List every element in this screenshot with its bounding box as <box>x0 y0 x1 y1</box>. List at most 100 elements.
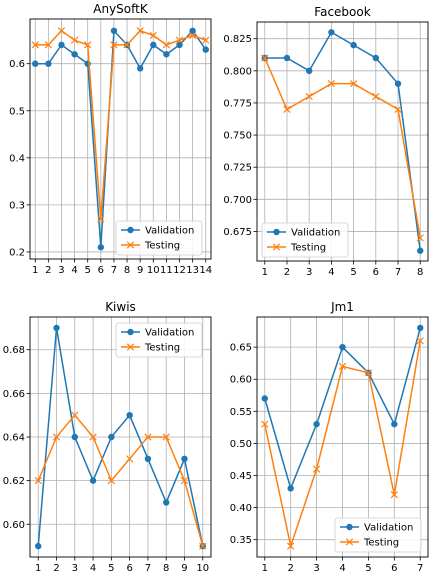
x-tick-label: 1 <box>262 267 268 278</box>
x-tick-label: 5 <box>108 563 114 574</box>
data-point <box>31 41 39 49</box>
data-point <box>123 41 131 49</box>
plot-frame <box>256 21 429 262</box>
y-tick-label: 0.66 <box>3 389 25 400</box>
y-tick-label: 0.825 <box>223 34 252 45</box>
legend: Validation Testing <box>261 222 349 258</box>
series-validation <box>32 27 209 251</box>
data-point <box>417 247 424 254</box>
data-point <box>391 420 398 428</box>
x-tick-label: 1 <box>35 563 41 574</box>
x-tick-label: 8 <box>124 265 130 276</box>
series-testing <box>31 27 210 223</box>
y-tick-label: 0.700 <box>223 195 252 206</box>
x-tick-label: 6 <box>391 563 397 574</box>
y-tick-label: 0.5 <box>9 106 25 117</box>
data-point <box>71 51 78 58</box>
x-tick-label: 9 <box>181 563 187 574</box>
x-tick-label: 8 <box>417 267 423 278</box>
data-point <box>305 67 313 75</box>
series-line <box>264 31 421 251</box>
x-tick-label: 7 <box>111 265 117 276</box>
data-point <box>175 36 184 44</box>
y-tick-label: 0.64 <box>3 433 25 444</box>
chart-title: Kiwis <box>105 300 136 314</box>
legend-marker <box>272 243 281 251</box>
x-tick-label: 4 <box>71 265 77 276</box>
legend-marker <box>346 523 353 531</box>
data-point <box>34 477 42 485</box>
data-point <box>52 433 61 441</box>
y-tick-label: 0.62 <box>3 476 25 487</box>
legend-marker <box>345 538 354 546</box>
x-tick-label: 6 <box>98 265 104 276</box>
y-tick-label: 0.725 <box>223 163 252 174</box>
data-point <box>283 54 291 62</box>
x-tick-label: 4 <box>328 267 334 278</box>
x-tick-label: 6 <box>126 563 132 574</box>
legend-marker <box>127 328 134 336</box>
series-line <box>264 57 421 238</box>
x-tick-label: 7 <box>145 563 151 574</box>
chart-title: AnySoftK <box>93 2 149 16</box>
legend-label: Validation <box>145 226 194 237</box>
y-tick-label: 0.50 <box>230 439 252 450</box>
data-point <box>176 41 183 49</box>
x-tick-label: 4 <box>90 563 96 574</box>
data-point <box>126 455 134 463</box>
data-point <box>149 31 157 40</box>
data-point <box>394 105 402 114</box>
series-testing <box>34 411 207 550</box>
legend-marker <box>126 241 135 249</box>
y-tick-label: 0.3 <box>9 200 25 211</box>
legend-label: Testing <box>144 343 180 354</box>
legend-label: Testing <box>144 241 180 252</box>
data-point <box>338 362 347 371</box>
x-tick-label: 6 <box>373 267 379 278</box>
data-point <box>180 477 189 485</box>
data-point <box>57 27 66 35</box>
x-tick-label: 3 <box>58 265 64 276</box>
subplot-3: Jm1 1 2 3 4 5 6 7 0.35 0.40 0.45 0.50 0.55 0.60 0.65 Va… <box>230 300 429 574</box>
chart-title: Facebook <box>314 5 370 19</box>
data-point <box>144 455 152 463</box>
data-point <box>70 36 79 44</box>
y-tick-label: 0.800 <box>223 66 252 77</box>
y-tick-label: 0.675 <box>223 227 252 238</box>
x-tick-label: 2 <box>53 563 59 574</box>
series-line <box>37 414 204 547</box>
legend-label: Testing <box>290 243 326 254</box>
data-point <box>136 65 144 72</box>
x-tick-label: 5 <box>85 265 91 276</box>
data-point <box>181 455 188 463</box>
data-point <box>53 324 60 332</box>
x-tick-label: 10 <box>196 563 209 574</box>
legend: Validation Testing <box>115 322 203 358</box>
data-point <box>71 411 79 419</box>
data-point <box>364 369 373 377</box>
data-point <box>261 395 268 402</box>
data-point <box>163 499 170 506</box>
data-point <box>150 41 157 49</box>
x-tick-label: 4 <box>339 563 345 574</box>
x-tick-label: 9 <box>137 265 143 276</box>
y-tick-label: 0.55 <box>230 407 252 418</box>
data-point <box>189 27 196 34</box>
x-tick-label: 1 <box>32 265 38 276</box>
data-point <box>107 477 115 485</box>
legend-label: Validation <box>291 228 340 239</box>
data-point <box>189 31 197 40</box>
data-point <box>97 244 105 251</box>
data-point <box>372 92 380 101</box>
data-point <box>287 485 294 492</box>
x-tick-label: 2 <box>284 267 290 278</box>
x-tick-label: 11 <box>160 265 173 276</box>
series-line <box>37 327 204 547</box>
legend-label: Testing <box>363 538 399 549</box>
data-point <box>162 41 171 49</box>
legend: Validation Testing <box>115 220 203 256</box>
x-tick-label: 13 <box>186 265 199 276</box>
data-point <box>97 215 105 223</box>
data-point <box>287 542 295 550</box>
data-point <box>416 337 424 345</box>
